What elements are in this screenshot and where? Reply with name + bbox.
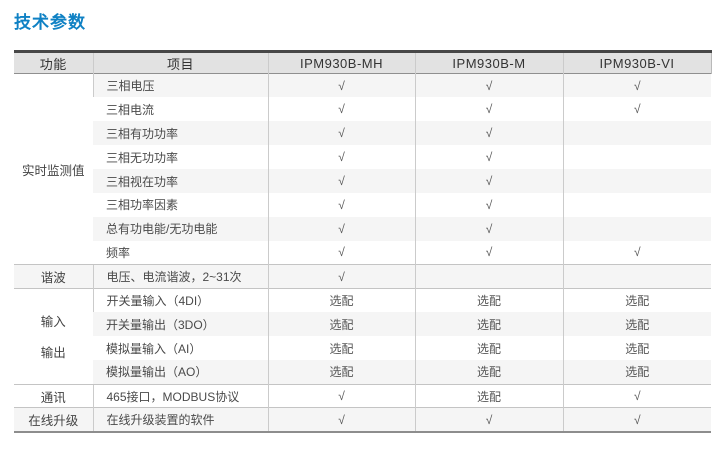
value-cell: 选配 bbox=[414, 336, 563, 361]
value-cell: √ bbox=[414, 192, 563, 217]
item-cell: 三相视在功率 bbox=[106, 174, 179, 189]
value-cell: 选配 bbox=[267, 360, 415, 385]
value-cell: √ bbox=[562, 383, 711, 408]
table-row: 通讯 465接口，MODBUS协议 √ 选配 √ bbox=[14, 383, 711, 408]
value-cell: √ bbox=[414, 145, 563, 170]
item-cell: 三相功率因素 bbox=[106, 198, 179, 213]
value-cell: √ bbox=[267, 121, 415, 146]
table-row: 三相电流 √ √ √ bbox=[14, 97, 711, 122]
value-cell: 选配 bbox=[414, 288, 563, 313]
item-cell: 模拟量输入（AI） bbox=[106, 341, 202, 356]
item-cell: 465接口，MODBUS协议 bbox=[92, 383, 268, 408]
value-cell: 选配 bbox=[414, 360, 563, 385]
value-cell: √ bbox=[267, 145, 415, 170]
value-cell: √ bbox=[414, 240, 563, 265]
value-cell: 选配 bbox=[562, 288, 711, 313]
column-header-model-vi: IPM930B-VI bbox=[562, 51, 712, 74]
header-row: 功能 项目 IPM930B-MH IPM930B-M IPM930B-VI bbox=[14, 51, 712, 74]
value-cell: √ bbox=[267, 383, 415, 408]
table-row: 总有功电能/无功电能 √ √ bbox=[14, 216, 711, 241]
table-header: 功能 项目 IPM930B-MH IPM930B-M IPM930B-VI bbox=[14, 51, 712, 74]
item-cell: 总有功电能/无功电能 bbox=[106, 222, 218, 237]
table-row: 谐波 电压、电流谐波，2~31次 √ bbox=[14, 264, 711, 289]
column-header-item: 项目 bbox=[92, 51, 268, 74]
table-row: 三相有功功率 √ √ bbox=[14, 121, 711, 146]
value-cell: 选配 bbox=[562, 312, 711, 337]
table-row: 开关量输出（3DO） 选配 选配 选配 bbox=[14, 312, 711, 337]
value-cell-empty bbox=[562, 264, 711, 289]
function-label: 在线升级 bbox=[28, 414, 79, 429]
value-cell: √ bbox=[267, 240, 415, 265]
value-cell: √ bbox=[562, 97, 711, 122]
table-row: 实时监测值 三相电压 √ √ √ bbox=[14, 73, 711, 265]
value-cell: √ bbox=[562, 407, 711, 433]
value-cell: √ bbox=[267, 216, 415, 241]
value-cell: √ bbox=[267, 73, 415, 98]
table-row: 模拟量输入（AI） 选配 选配 选配 bbox=[14, 336, 711, 361]
function-label: 输入 bbox=[40, 315, 66, 330]
value-cell: 选配 bbox=[414, 383, 563, 408]
column-header-model-mh: IPM930B-MH bbox=[267, 51, 415, 74]
item-cell: 三相电压 bbox=[92, 73, 268, 98]
function-label: 实时监测值 bbox=[21, 163, 85, 178]
item-cell: 模拟量输出（AO） bbox=[106, 365, 208, 380]
item-cell: 三相无功功率 bbox=[106, 150, 179, 165]
value-cell: √ bbox=[414, 407, 563, 433]
table-row: 频率 √ √ √ bbox=[14, 240, 711, 265]
value-cell: 选配 bbox=[267, 312, 415, 337]
column-header-function: 功能 bbox=[39, 56, 67, 72]
item-cell: 三相有功功率 bbox=[106, 126, 179, 141]
page-title: 技术参数 bbox=[14, 13, 86, 32]
value-cell: 选配 bbox=[267, 288, 415, 313]
value-cell-empty bbox=[562, 216, 711, 241]
value-cell-empty bbox=[414, 264, 563, 289]
table-row: 三相视在功率 √ √ bbox=[14, 169, 711, 193]
function-label: 输出 bbox=[40, 346, 66, 361]
value-cell: √ bbox=[414, 73, 563, 98]
value-cell-empty bbox=[562, 192, 711, 217]
value-cell: 选配 bbox=[414, 312, 563, 337]
item-cell: 三相电流 bbox=[106, 102, 155, 117]
table-body: 实时监测值 三相电压 √ √ √ 三相电流 √ √ √ 三相有功功率 √ √ 三相无功功率 √ √ 三相视在功… bbox=[14, 73, 711, 433]
item-cell: 频率 bbox=[106, 245, 131, 260]
item-cell: 开关量输入（4DI） bbox=[92, 288, 268, 313]
item-cell: 开关量输出（3DO） bbox=[106, 317, 215, 332]
value-cell: √ bbox=[267, 97, 415, 122]
value-cell: √ bbox=[414, 97, 563, 122]
function-cell: 通讯 bbox=[14, 383, 93, 408]
table-row: 输入 输出 开关量输入（4DI） 选配 选配 选配 bbox=[14, 288, 711, 385]
table-row: 三相无功功率 √ √ bbox=[14, 145, 711, 170]
value-cell: √ bbox=[414, 169, 563, 193]
value-cell-empty bbox=[562, 145, 711, 170]
function-label: 通讯 bbox=[40, 390, 66, 405]
value-cell: √ bbox=[562, 73, 711, 98]
table-row: 在线升级 在线升级装置的软件 √ √ √ bbox=[14, 407, 711, 433]
function-cell: 输入 输出 bbox=[14, 288, 93, 385]
table-row: 模拟量输出（AO） 选配 选配 选配 bbox=[14, 360, 711, 385]
spec-table: 功能 项目 IPM930B-MH IPM930B-M IPM930B-VI 实时… bbox=[14, 50, 712, 433]
column-header-model-m: IPM930B-M bbox=[414, 51, 563, 74]
value-cell: 选配 bbox=[562, 360, 711, 385]
function-cell: 在线升级 bbox=[14, 407, 93, 433]
value-cell: √ bbox=[562, 240, 711, 265]
value-cell: 选配 bbox=[562, 336, 711, 361]
item-cell: 在线升级装置的软件 bbox=[92, 407, 268, 433]
value-cell: √ bbox=[267, 169, 415, 193]
value-cell-empty bbox=[562, 121, 711, 146]
value-cell: √ bbox=[267, 407, 415, 433]
value-cell-empty bbox=[562, 169, 711, 193]
item-cell: 电压、电流谐波，2~31次 bbox=[92, 264, 268, 289]
value-cell: √ bbox=[267, 264, 415, 289]
table-row: 三相功率因素 √ √ bbox=[14, 192, 711, 217]
function-cell: 谐波 bbox=[14, 264, 93, 289]
function-label: 谐波 bbox=[40, 271, 66, 286]
value-cell: 选配 bbox=[267, 336, 415, 361]
value-cell: √ bbox=[414, 121, 563, 146]
value-cell: √ bbox=[267, 192, 415, 217]
value-cell: √ bbox=[414, 216, 563, 241]
function-cell: 实时监测值 bbox=[14, 73, 93, 265]
